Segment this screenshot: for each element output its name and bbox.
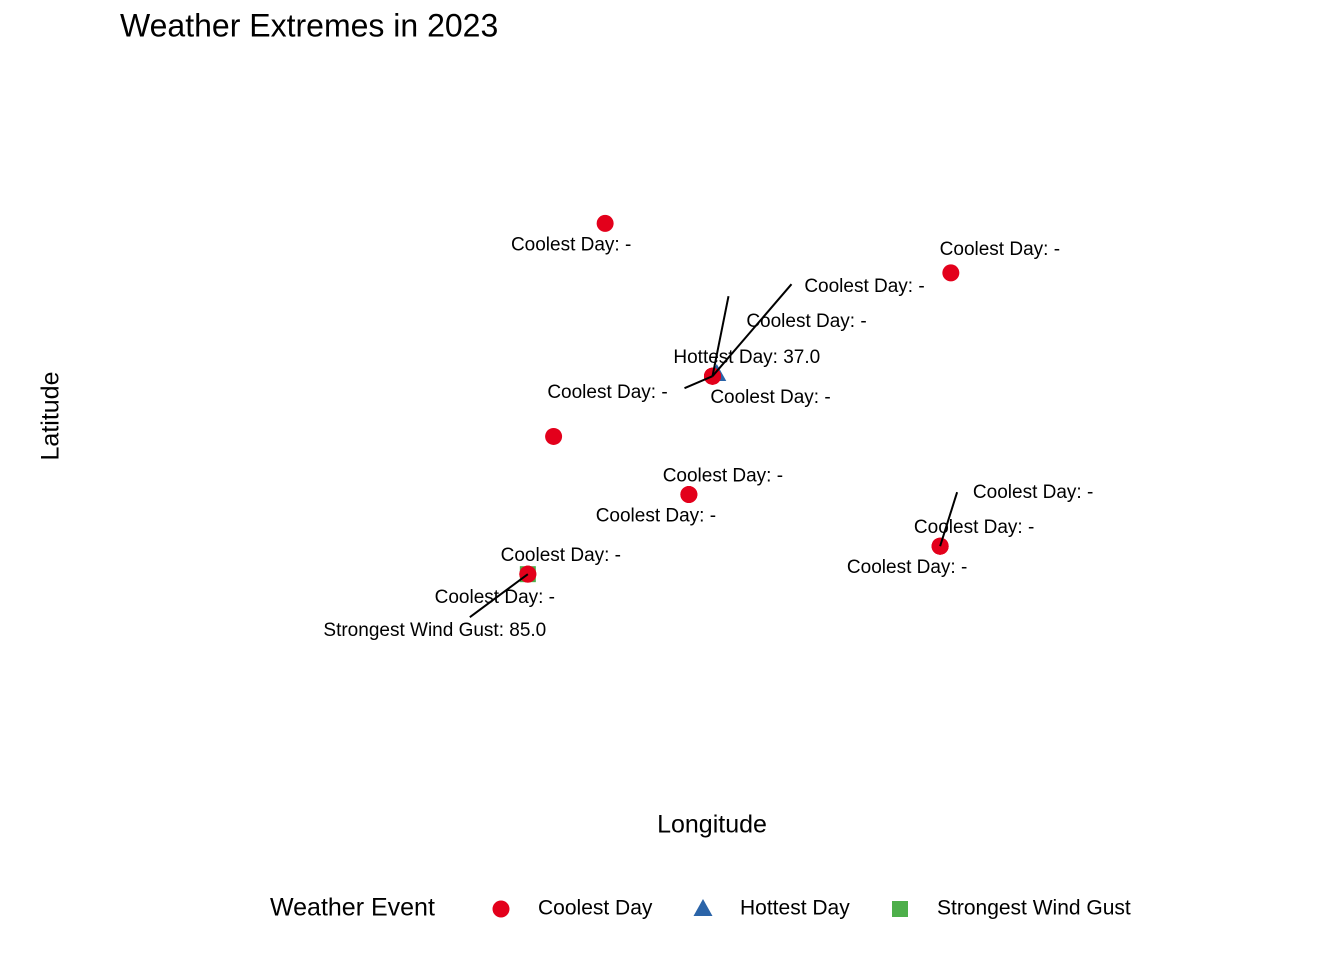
chart-title: Weather Extremes in 2023 [120, 7, 498, 43]
data-label: Hottest Day: 37.0 [673, 347, 820, 368]
data-label: Coolest Day: - [710, 387, 830, 408]
leader-line [711, 283, 793, 377]
data-label: Coolest Day: - [663, 466, 783, 487]
legend-label: Hottest Day [740, 897, 850, 920]
leader-line [939, 491, 959, 547]
point [680, 486, 698, 504]
data-label: Coolest Day: - [501, 545, 621, 566]
data-label: Coolest Day: - [511, 234, 631, 255]
point [942, 264, 960, 282]
data-label: Coolest Day: - [940, 239, 1060, 260]
x-axis-label: Longitude [657, 811, 767, 839]
legend-title: Weather Event [270, 894, 435, 922]
legend-marker [892, 901, 908, 917]
point [545, 427, 563, 445]
data-label: Coolest Day: - [746, 311, 866, 332]
leader-line [711, 295, 730, 377]
data-label: Strongest Wind Gust: 85.0 [323, 620, 546, 641]
data-label: Coolest Day: - [435, 587, 555, 608]
data-label: Coolest Day: - [973, 482, 1093, 503]
leader-line [469, 573, 529, 618]
data-label: Coolest Day: - [547, 382, 667, 403]
data-label: Coolest Day: - [847, 557, 967, 578]
legend-marker [693, 899, 713, 916]
legend-label: Coolest Day [538, 897, 653, 920]
legend-marker [492, 900, 510, 918]
legend-label: Strongest Wind Gust [937, 897, 1131, 920]
data-label: Coolest Day: - [914, 517, 1034, 538]
leader-line [684, 375, 713, 390]
data-label: Coolest Day: - [804, 276, 924, 297]
data-label: Coolest Day: - [596, 506, 716, 527]
point [596, 214, 614, 232]
y-axis-label: Latitude [37, 372, 65, 461]
